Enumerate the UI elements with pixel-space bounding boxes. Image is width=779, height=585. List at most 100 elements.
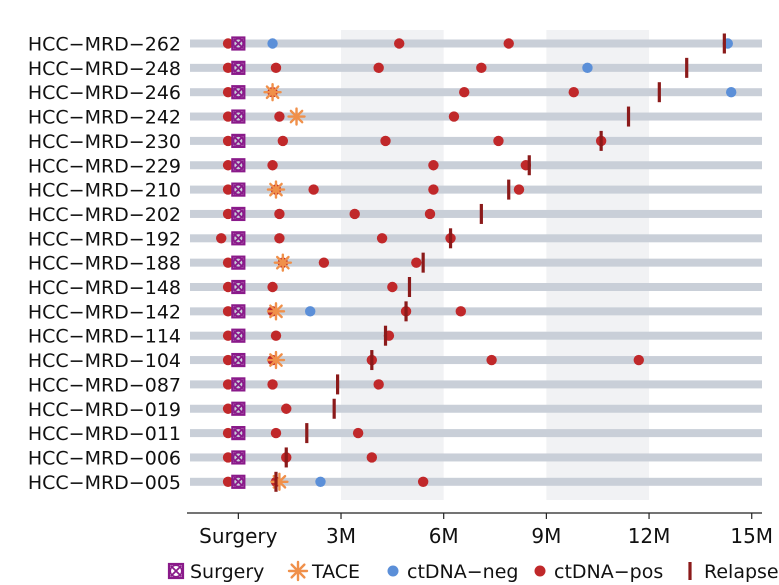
ctdna-pos-point — [373, 62, 384, 74]
ctdna-pos-point — [274, 111, 285, 122]
ctdna-neg-point — [315, 476, 326, 487]
legend-label: ctDNA−neg — [407, 561, 518, 583]
ctdna-pos-point — [394, 38, 405, 49]
ctdna-pos-point — [428, 160, 439, 171]
patient-lanes — [190, 39, 762, 486]
ctdna-pos-point — [222, 354, 234, 366]
surgery-marker — [231, 109, 246, 124]
legend-item-neg: ctDNA−neg — [387, 561, 518, 583]
ctdna-pos-point — [222, 330, 234, 341]
ctdna-pos-point — [267, 379, 278, 390]
tace-marker — [270, 472, 289, 491]
ctdna-pos-point — [222, 281, 234, 293]
lane-1 — [190, 63, 762, 72]
lane-6 — [190, 185, 762, 194]
ctdna-pos-point — [281, 403, 292, 414]
ctdna-pos-point — [222, 427, 234, 439]
ctdna-pos-point — [222, 160, 234, 171]
surgery-marker — [231, 133, 246, 148]
x-tick-label: 15M — [730, 524, 773, 548]
surgery-marker — [231, 474, 246, 489]
lane-16 — [190, 429, 762, 438]
patient-label: HCC−MRD−188 — [28, 253, 181, 275]
ctdna-pos-point — [222, 135, 234, 147]
ctdna-neg-point — [267, 38, 278, 49]
legend-item-tace: TACE — [287, 560, 360, 583]
ctdna-pos-point — [270, 427, 282, 439]
lane-18 — [190, 477, 762, 486]
lane-0 — [190, 39, 762, 48]
ctdna-pos-point — [270, 330, 282, 341]
ctdna-pos-point — [380, 135, 391, 147]
lane-11 — [190, 307, 762, 316]
surgery-marker — [231, 60, 246, 75]
ctdna-pos-point — [424, 208, 436, 220]
lane-13 — [190, 356, 762, 365]
patient-label: HCC−MRD−087 — [28, 374, 181, 396]
legend-label: ctDNA−pos — [554, 561, 663, 583]
tace-marker — [273, 253, 293, 272]
ctdna-pos-point — [417, 476, 429, 487]
lane-9 — [190, 258, 762, 267]
patient-label: HCC−MRD−019 — [28, 399, 181, 421]
legend-item-surgery: Surgery — [167, 561, 264, 583]
ctdna-pos-point — [366, 452, 378, 463]
event-markers — [216, 33, 737, 492]
patient-label: HCC−MRD−202 — [28, 204, 181, 226]
tace-marker — [263, 82, 282, 102]
x-tick-label: 12M — [628, 524, 671, 548]
ctdna-pos-point — [352, 427, 364, 439]
legend: Surgery TACE ctDNA−neg ctDNA−pos Relapse — [167, 560, 779, 583]
ctdna-pos-point — [222, 38, 234, 49]
ctdna-pos-point — [428, 184, 439, 195]
lane-14 — [190, 380, 762, 389]
patient-label: HCC−MRD−262 — [28, 34, 181, 56]
patient-label: HCC−MRD−104 — [28, 350, 181, 372]
ctdna-pos-point — [411, 257, 422, 268]
ctdna-pos-point — [486, 354, 497, 366]
legend-ctdna-pos-symbol — [534, 565, 546, 577]
tace-marker — [287, 107, 306, 126]
lane-8 — [190, 234, 762, 243]
patient-label: HCC−MRD−005 — [28, 472, 181, 494]
ctdna-pos-point — [222, 476, 234, 487]
surgery-marker — [231, 279, 246, 295]
surgery-marker — [231, 158, 246, 173]
x-tick-label: 9M — [531, 524, 561, 548]
ctdna-pos-point — [513, 184, 525, 195]
ctdna-pos-point — [222, 306, 234, 317]
lane-12 — [190, 331, 762, 340]
lane-5 — [190, 161, 762, 170]
patient-label: HCC−MRD−192 — [28, 228, 181, 250]
patient-label: HCC−MRD−006 — [28, 447, 181, 469]
tace-marker — [266, 350, 286, 370]
surgery-marker — [231, 85, 246, 100]
ctdna-pos-point — [222, 184, 234, 195]
ctdna-pos-point — [222, 379, 234, 390]
tace-marker — [266, 180, 286, 199]
ctdna-pos-point — [216, 233, 227, 244]
tace-marker — [266, 302, 286, 321]
ctdna-pos-point — [267, 281, 278, 293]
surgery-marker — [231, 206, 246, 222]
ctdna-pos-point — [448, 111, 460, 122]
ctdna-pos-point — [373, 379, 384, 390]
ctdna-pos-point — [568, 87, 579, 98]
legend-surgery-symbol — [167, 562, 185, 580]
lane-3 — [190, 112, 762, 121]
surgery-marker — [231, 36, 246, 51]
lane-10 — [190, 283, 762, 291]
legend-item-relapse: Relapse — [688, 561, 779, 583]
ctdna-pos-point — [503, 38, 514, 49]
ctdna-pos-point — [222, 111, 234, 122]
surgery-marker — [231, 426, 246, 441]
patient-label: HCC−MRD−011 — [28, 423, 181, 445]
ctdna-neg-point — [725, 87, 737, 98]
x-tick-label: 3M — [326, 524, 356, 548]
patient-label: HCC−MRD−242 — [28, 107, 181, 129]
ctdna-neg-point — [305, 306, 316, 317]
lane-4 — [190, 136, 762, 145]
surgery-marker — [231, 352, 246, 368]
legend-label: Surgery — [190, 561, 264, 583]
